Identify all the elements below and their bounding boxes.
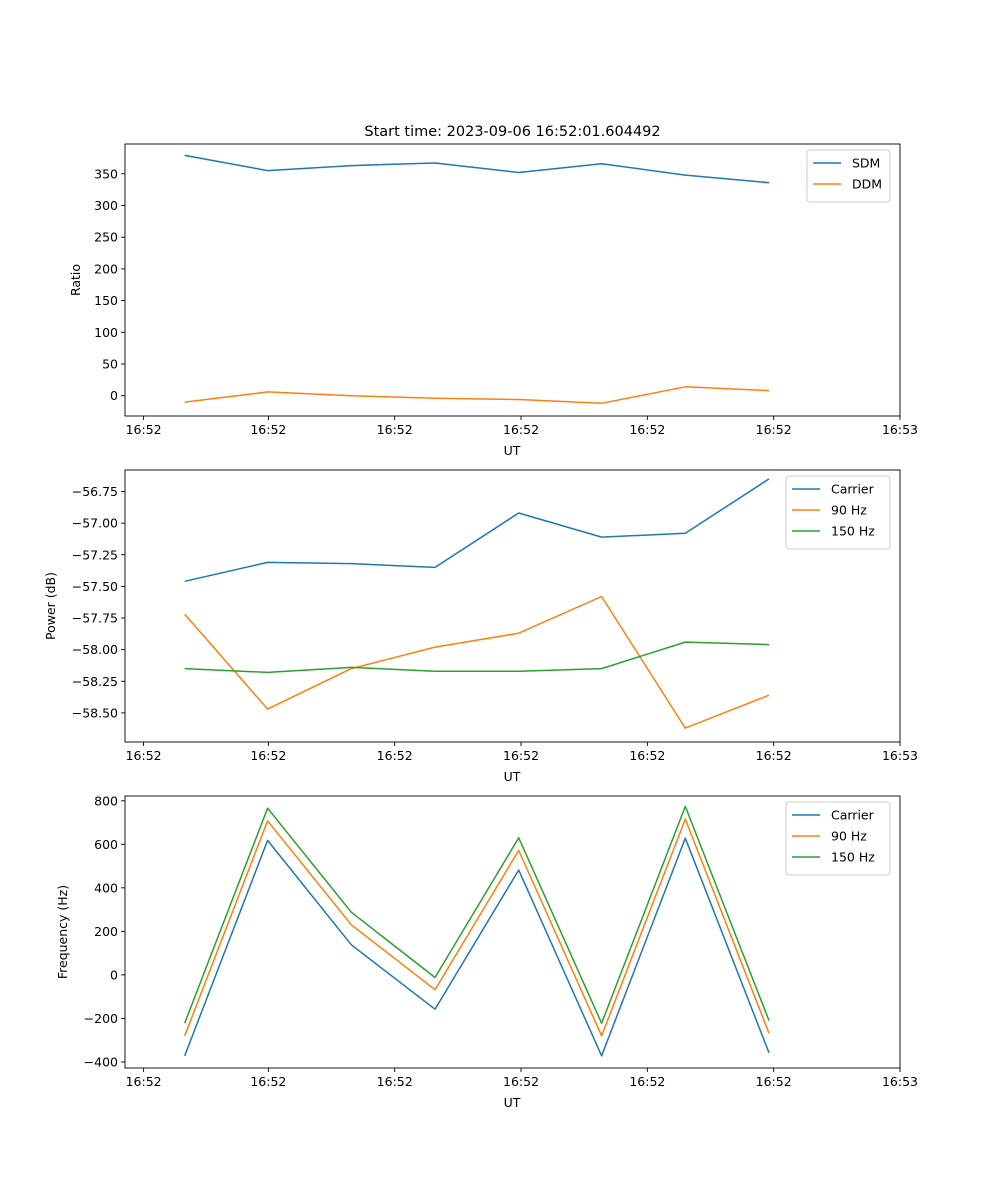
y-tick-label: 350 bbox=[94, 166, 118, 181]
series-line-90-hz bbox=[184, 595, 770, 729]
legend-label: 90 Hz bbox=[831, 503, 867, 518]
y-tick-label: −58.50 bbox=[72, 705, 118, 720]
legend-label: SDM bbox=[852, 156, 880, 171]
series-line-carrier bbox=[184, 478, 770, 583]
x-tick-label: 16:52 bbox=[126, 748, 162, 763]
y-tick-label: −400 bbox=[84, 1054, 118, 1069]
legend: Carrier 90 Hz 150 Hz bbox=[785, 475, 891, 550]
y-tick-label: 250 bbox=[94, 230, 118, 245]
subplot-2: 16:52 16:52 16:52 16:52 16:52 16:52 16:53 −58.5… bbox=[43, 469, 918, 784]
x-tick-label: 16:52 bbox=[250, 1074, 286, 1089]
x-tick-label: 16:52 bbox=[250, 748, 286, 763]
y-tick-label: 400 bbox=[94, 880, 118, 895]
figure-title: Start time: 2023-09-06 16:52:01.604492 bbox=[364, 124, 660, 140]
y-tick-label: −56.75 bbox=[72, 484, 118, 499]
series-line-90-hz bbox=[184, 818, 770, 1037]
x-tick-label: 16:52 bbox=[250, 422, 286, 437]
x-tick-label: 16:52 bbox=[377, 422, 413, 437]
x-tick-label: 16:52 bbox=[377, 1074, 413, 1089]
axes-frame bbox=[124, 469, 901, 743]
y-tick-label: 0 bbox=[110, 967, 118, 982]
series-line-150-hz bbox=[184, 805, 770, 1024]
x-tick-label: 16:53 bbox=[882, 1074, 918, 1089]
series-line-150-hz bbox=[184, 641, 770, 674]
legend-label: Carrier bbox=[831, 482, 875, 497]
x-axis-label: UT bbox=[504, 443, 521, 458]
subplot-1: 16:52 16:52 16:52 16:52 16:52 16:52 16:53 0 50 10… bbox=[68, 143, 918, 458]
y-tick-label: 50 bbox=[102, 357, 118, 372]
x-tick-label: 16:53 bbox=[882, 748, 918, 763]
x-axis-label: UT bbox=[504, 769, 521, 784]
x-tick-label: 16:52 bbox=[503, 748, 539, 763]
x-tick-label: 16:52 bbox=[503, 1074, 539, 1089]
series-line-carrier bbox=[184, 837, 770, 1057]
y-tick-label: 600 bbox=[94, 837, 118, 852]
y-tick-label: −200 bbox=[84, 1011, 118, 1026]
legend-label: 90 Hz bbox=[831, 829, 867, 844]
axes-frame bbox=[124, 795, 901, 1069]
series-line-ddm bbox=[184, 386, 770, 405]
x-tick-label: 16:52 bbox=[629, 422, 665, 437]
series-line-sdm bbox=[184, 154, 770, 184]
x-tick-label: 16:52 bbox=[503, 422, 539, 437]
y-axis-label: Ratio bbox=[68, 264, 83, 296]
y-tick-label: 200 bbox=[94, 924, 118, 939]
y-axis-label: Frequency (Hz) bbox=[55, 885, 70, 979]
y-tick-label: 300 bbox=[94, 198, 118, 213]
legend-label: 150 Hz bbox=[831, 850, 875, 865]
x-tick-label: 16:52 bbox=[756, 422, 792, 437]
legend-label: Carrier bbox=[831, 808, 875, 823]
y-tick-label: −58.00 bbox=[72, 642, 118, 657]
y-tick-label: 100 bbox=[94, 325, 118, 340]
y-tick-label: −57.50 bbox=[72, 579, 118, 594]
x-tick-label: 16:53 bbox=[882, 422, 918, 437]
y-tick-label: 150 bbox=[94, 293, 118, 308]
legend: SDM DDM bbox=[806, 149, 891, 203]
axes-frame bbox=[124, 143, 901, 417]
legend-label: DDM bbox=[852, 177, 882, 192]
y-tick-label: −57.75 bbox=[72, 611, 118, 626]
y-tick-label: 800 bbox=[94, 793, 118, 808]
subplots: 16:52 16:52 16:52 16:52 16:52 16:52 16:53 0 50 10… bbox=[43, 143, 918, 1110]
x-tick-label: 16:52 bbox=[629, 748, 665, 763]
x-tick-label: 16:52 bbox=[756, 748, 792, 763]
legend: Carrier 90 Hz 150 Hz bbox=[785, 801, 891, 876]
x-tick-label: 16:52 bbox=[756, 1074, 792, 1089]
y-tick-label: 200 bbox=[94, 261, 118, 276]
legend-label: 150 Hz bbox=[831, 524, 875, 539]
x-tick-label: 16:52 bbox=[377, 748, 413, 763]
subplot-3: 16:52 16:52 16:52 16:52 16:52 16:52 16:53 −400 −… bbox=[55, 793, 918, 1110]
x-tick-label: 16:52 bbox=[126, 422, 162, 437]
y-tick-label: −57.00 bbox=[72, 516, 118, 531]
x-tick-label: 16:52 bbox=[126, 1074, 162, 1089]
y-axis-label: Power (dB) bbox=[43, 572, 58, 640]
x-tick-label: 16:52 bbox=[629, 1074, 665, 1089]
y-tick-label: −57.25 bbox=[72, 547, 118, 562]
x-axis-label: UT bbox=[504, 1095, 521, 1110]
y-tick-label: 0 bbox=[110, 388, 118, 403]
y-tick-label: −58.25 bbox=[72, 674, 118, 689]
